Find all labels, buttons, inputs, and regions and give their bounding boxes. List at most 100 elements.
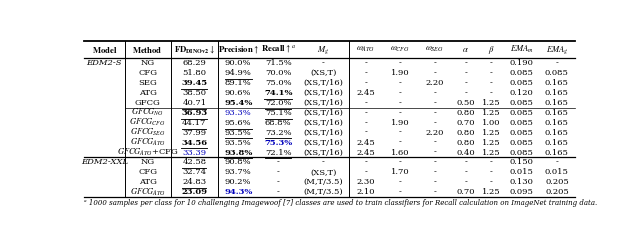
Text: 0.130: 0.130: [510, 178, 534, 186]
Text: 33.39: 33.39: [182, 149, 206, 157]
Text: 0.165: 0.165: [545, 119, 569, 127]
Text: ATG: ATG: [139, 178, 157, 186]
Text: 0.085: 0.085: [510, 99, 534, 107]
Text: -: -: [556, 159, 558, 166]
Text: 0.085: 0.085: [510, 69, 534, 77]
Text: 70.0%: 70.0%: [265, 69, 291, 77]
Text: 75.1%: 75.1%: [265, 109, 292, 117]
Text: -: -: [433, 119, 436, 127]
Text: -: -: [365, 99, 367, 107]
Text: -: -: [399, 178, 401, 186]
Text: 93.5%: 93.5%: [225, 129, 252, 137]
Text: (XS,T/16): (XS,T/16): [303, 149, 344, 157]
Text: 93.3%: 93.3%: [225, 109, 252, 117]
Text: 68.8%: 68.8%: [265, 119, 291, 127]
Text: 89.1%: 89.1%: [225, 79, 252, 87]
Text: (XS,T/16): (XS,T/16): [303, 129, 344, 137]
Text: 38.50: 38.50: [182, 89, 206, 97]
Text: 42.58: 42.58: [182, 159, 206, 166]
Text: 0.80: 0.80: [456, 139, 475, 147]
Text: 0.80: 0.80: [456, 109, 475, 117]
Text: $GFCG_{SEG}$: $GFCG_{SEG}$: [130, 127, 165, 138]
Text: 1.25: 1.25: [482, 188, 500, 196]
Text: -: -: [433, 109, 436, 117]
Text: (XS,T/16): (XS,T/16): [303, 89, 344, 97]
Text: 1.00: 1.00: [482, 119, 500, 127]
Text: 23.09: 23.09: [181, 188, 207, 196]
Text: 75.3%: 75.3%: [264, 139, 292, 147]
Text: 0.40: 0.40: [456, 149, 475, 157]
Text: $EMA_m$: $EMA_m$: [509, 44, 534, 55]
Text: -: -: [365, 129, 367, 137]
Text: 93.8%: 93.8%: [224, 149, 252, 157]
Text: $GFCG_{ATG}$+CFG: $GFCG_{ATG}$+CFG: [116, 147, 179, 158]
Text: 0.80: 0.80: [456, 129, 475, 137]
Text: $\mathbf{Model}$: $\mathbf{Model}$: [92, 45, 117, 55]
Text: 0.085: 0.085: [510, 109, 534, 117]
Text: $EMA_g$: $EMA_g$: [546, 44, 568, 56]
Text: (XS,T/16): (XS,T/16): [303, 139, 344, 147]
Text: 0.165: 0.165: [545, 139, 569, 147]
Text: -: -: [464, 59, 467, 67]
Text: 0.015: 0.015: [545, 168, 569, 176]
Text: 0.165: 0.165: [545, 109, 569, 117]
Text: 0.165: 0.165: [545, 89, 569, 97]
Text: -: -: [490, 89, 493, 97]
Text: 0.085: 0.085: [510, 129, 534, 137]
Text: $\beta$: $\beta$: [488, 44, 495, 56]
Text: 0.085: 0.085: [545, 69, 569, 77]
Text: -: -: [365, 119, 367, 127]
Text: 2.30: 2.30: [357, 178, 376, 186]
Text: GFCG: GFCG: [134, 99, 161, 107]
Text: 0.205: 0.205: [545, 188, 569, 196]
Text: -: -: [399, 59, 401, 67]
Text: $\mathbf{FD}_{\mathbf{DINOv2}}\downarrow$: $\mathbf{FD}_{\mathbf{DINOv2}}\downarrow…: [174, 45, 215, 55]
Text: 0.165: 0.165: [545, 79, 569, 87]
Text: $\omega_{CFG}$: $\omega_{CFG}$: [390, 45, 410, 55]
Text: -: -: [433, 59, 436, 67]
Text: 0.70: 0.70: [456, 119, 475, 127]
Text: 44.17: 44.17: [182, 119, 207, 127]
Text: $\alpha$: $\alpha$: [462, 45, 469, 54]
Text: $\omega_{SEG}$: $\omega_{SEG}$: [426, 45, 444, 55]
Text: 37.99: 37.99: [182, 129, 206, 137]
Text: 2.45: 2.45: [356, 139, 376, 147]
Text: (M,T/3.5): (M,T/3.5): [303, 178, 343, 186]
Text: 90.6%: 90.6%: [225, 89, 252, 97]
Text: 0.70: 0.70: [456, 188, 475, 196]
Text: 90.8%: 90.8%: [225, 159, 252, 166]
Text: -: -: [464, 79, 467, 87]
Text: -: -: [433, 89, 436, 97]
Text: 34.56: 34.56: [181, 139, 207, 147]
Text: -: -: [433, 139, 436, 147]
Text: 0.165: 0.165: [545, 149, 569, 157]
Text: -: -: [433, 159, 436, 166]
Text: -: -: [464, 168, 467, 176]
Text: 0.085: 0.085: [510, 79, 534, 87]
Text: -: -: [490, 69, 493, 77]
Text: 0.205: 0.205: [545, 178, 569, 186]
Text: 75.0%: 75.0%: [265, 79, 291, 87]
Text: -: -: [464, 159, 467, 166]
Text: 39.45: 39.45: [181, 79, 207, 87]
Text: 1.25: 1.25: [482, 139, 500, 147]
Text: -: -: [433, 178, 436, 186]
Text: 95.4%: 95.4%: [224, 99, 252, 107]
Text: 72.0%: 72.0%: [265, 99, 291, 107]
Text: 1.90: 1.90: [390, 69, 409, 77]
Text: 32.74: 32.74: [182, 168, 206, 176]
Text: -: -: [399, 139, 401, 147]
Text: -: -: [490, 159, 493, 166]
Text: $GFCG_{ATG}$: $GFCG_{ATG}$: [130, 137, 166, 148]
Text: -: -: [399, 79, 401, 87]
Text: 2.45: 2.45: [356, 89, 376, 97]
Text: EDM2-S: EDM2-S: [86, 59, 122, 67]
Text: $GFCG_{CFG}$: $GFCG_{CFG}$: [129, 117, 166, 128]
Text: CFG: CFG: [138, 168, 157, 176]
Text: -: -: [433, 188, 436, 196]
Text: -: -: [322, 59, 325, 67]
Text: 1.70: 1.70: [390, 168, 409, 176]
Text: 2.20: 2.20: [426, 129, 444, 137]
Text: 0.50: 0.50: [456, 99, 475, 107]
Text: -: -: [433, 168, 436, 176]
